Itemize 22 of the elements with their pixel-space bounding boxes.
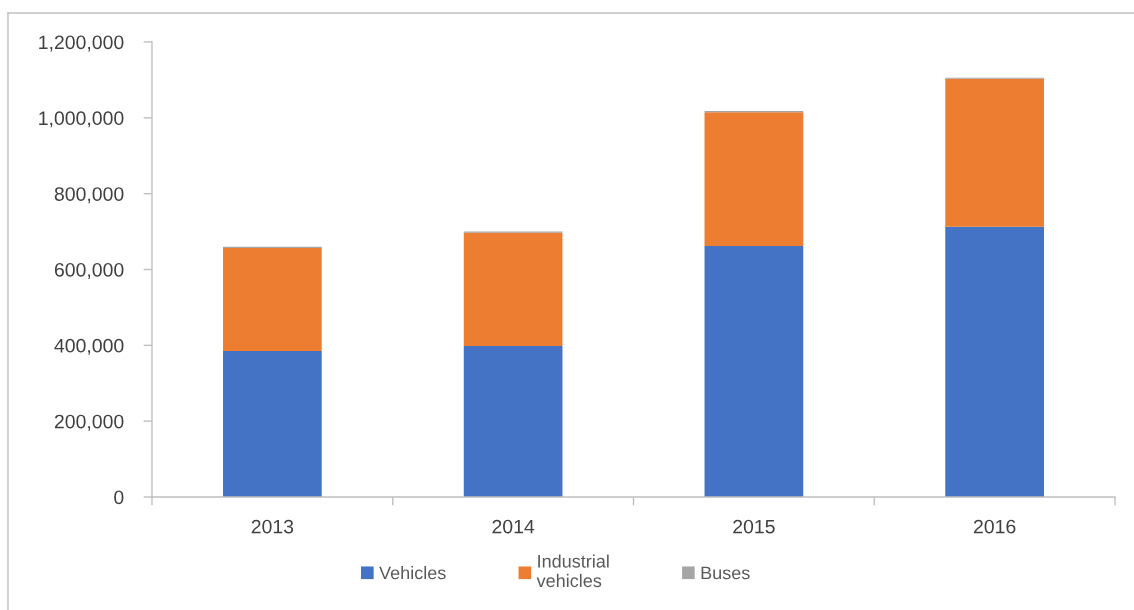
x-tick-label: 2013 bbox=[251, 519, 294, 534]
x-tick-label: 2016 bbox=[973, 519, 1016, 534]
y-tick-label: 0 bbox=[114, 490, 124, 505]
legend-label: Buses bbox=[701, 566, 750, 580]
bar bbox=[704, 112, 804, 246]
x-tick-label: 2015 bbox=[733, 519, 775, 534]
y-tick-label: 1,000,000 bbox=[39, 111, 124, 128]
bar bbox=[945, 78, 1044, 227]
y-tick-label: 600,000 bbox=[54, 262, 124, 280]
bar bbox=[945, 226, 1044, 497]
bar bbox=[223, 247, 322, 352]
y-tick-label: 200,000 bbox=[54, 414, 124, 431]
legend-label: Vehicles bbox=[379, 566, 446, 580]
y-tick-label: 400,000 bbox=[54, 338, 124, 355]
bar bbox=[463, 232, 563, 347]
legend-label: Industrial vehicles bbox=[536, 554, 609, 588]
y-tick-label: 800,000 bbox=[54, 187, 124, 204]
bar bbox=[223, 351, 322, 497]
bar bbox=[704, 245, 804, 497]
x-tick-label: 2014 bbox=[492, 519, 535, 534]
bar bbox=[463, 346, 563, 497]
y-tick-label: 1,200,000 bbox=[39, 35, 124, 52]
